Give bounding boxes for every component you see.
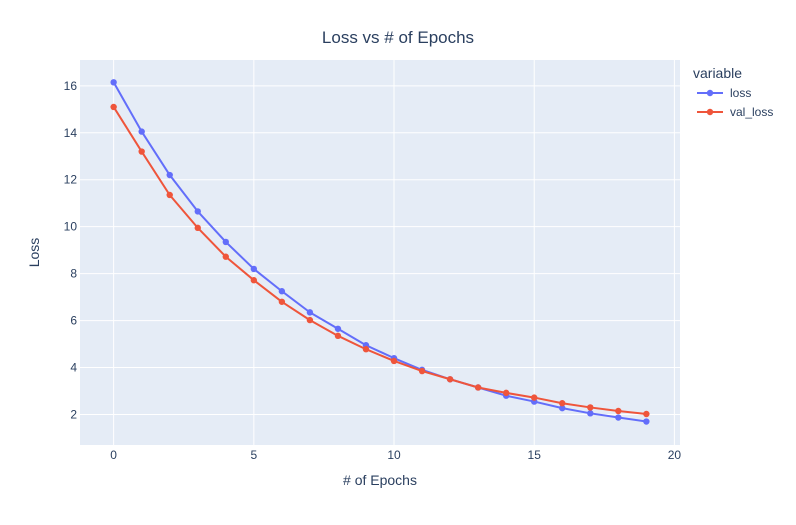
x-tick-label: 10 <box>387 448 401 462</box>
y-tick-label: 4 <box>70 361 77 375</box>
data-point-loss[interactable] <box>587 410 594 417</box>
data-point-val_loss[interactable] <box>362 346 370 353</box>
data-point-val_loss[interactable] <box>531 394 538 401</box>
y-axis-title: Loss <box>26 238 42 268</box>
data-point-loss[interactable] <box>615 414 622 421</box>
legend[interactable]: variable loss val_loss <box>693 65 773 119</box>
legend-label: loss <box>730 86 751 100</box>
data-point-loss[interactable] <box>643 418 650 425</box>
series-line-loss <box>112 81 647 423</box>
data-point-val_loss[interactable] <box>334 332 342 340</box>
data-point-loss[interactable] <box>334 325 342 332</box>
y-tick-label: 6 <box>70 314 77 328</box>
data-point-val_loss[interactable] <box>502 389 510 397</box>
data-point-val_loss[interactable] <box>138 148 145 155</box>
y-tick-label: 16 <box>64 79 78 93</box>
y-tick-label: 14 <box>64 126 78 140</box>
data-point-loss[interactable] <box>559 404 566 412</box>
data-point-loss[interactable] <box>166 171 173 179</box>
legend-title: variable <box>693 65 742 81</box>
x-tick-label: 0 <box>110 448 117 462</box>
data-point-val_loss[interactable] <box>278 298 286 305</box>
series-val_loss <box>110 103 650 418</box>
data-point-val_loss[interactable] <box>643 410 650 418</box>
data-point-loss[interactable] <box>278 288 286 295</box>
data-point-val_loss[interactable] <box>110 103 117 111</box>
x-tick-label: 20 <box>668 448 682 462</box>
data-point-val_loss[interactable] <box>559 400 566 407</box>
chart-title: Loss vs # of Epochs <box>322 28 474 47</box>
data-point-loss[interactable] <box>250 265 258 273</box>
data-point-loss[interactable] <box>110 79 117 86</box>
data-point-loss[interactable] <box>194 208 201 215</box>
data-point-val_loss[interactable] <box>615 407 622 415</box>
data-point-val_loss[interactable] <box>222 253 229 260</box>
data-point-loss[interactable] <box>306 309 314 316</box>
legend-label: val_loss <box>730 105 773 119</box>
x-tick-label: 5 <box>250 448 257 462</box>
data-point-val_loss[interactable] <box>446 376 454 383</box>
data-point-loss[interactable] <box>138 128 145 135</box>
legend-item-loss[interactable]: loss <box>697 86 751 100</box>
data-point-val_loss[interactable] <box>418 367 426 375</box>
x-axis-title: # of Epochs <box>343 472 417 488</box>
data-point-val_loss[interactable] <box>250 277 258 284</box>
data-point-val_loss[interactable] <box>306 316 314 324</box>
data-point-val_loss[interactable] <box>390 357 398 365</box>
y-tick-label: 12 <box>64 173 78 187</box>
data-point-val_loss[interactable] <box>474 384 482 391</box>
series-layer <box>110 79 650 425</box>
plot-area <box>80 60 680 445</box>
y-tick-label: 2 <box>70 407 77 421</box>
data-point-loss[interactable] <box>222 238 229 246</box>
data-point-val_loss[interactable] <box>587 404 594 411</box>
gridlines <box>80 60 680 445</box>
legend-items[interactable]: loss val_loss <box>697 86 773 119</box>
tick-labels: 0 5 10 15 20 2 4 6 8 10 12 14 16 <box>64 79 682 462</box>
legend-marker-swatch <box>706 89 714 97</box>
x-tick-label: 15 <box>528 448 542 462</box>
legend-item-val_loss[interactable]: val_loss <box>697 105 773 119</box>
data-point-val_loss[interactable] <box>166 191 173 199</box>
series-line-val_loss <box>112 106 647 416</box>
legend-marker-swatch <box>706 108 714 116</box>
y-tick-label: 8 <box>70 267 77 281</box>
data-point-val_loss[interactable] <box>194 224 201 232</box>
y-tick-label: 10 <box>64 220 78 234</box>
